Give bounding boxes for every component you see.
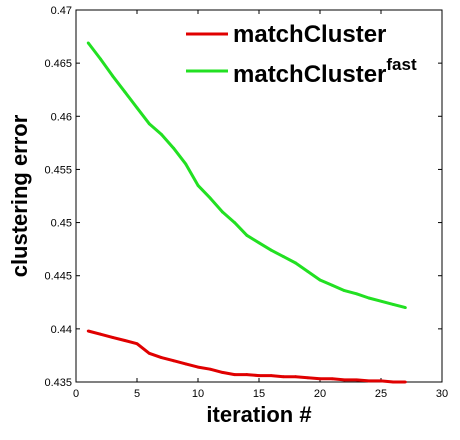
x-tick-label: 5 [134,388,140,400]
data-point [367,296,371,300]
data-point [111,74,114,78]
data-point [379,379,383,383]
data-point [294,375,297,379]
data-point [208,367,212,371]
data-point [257,374,261,378]
y-tick-label: 0.46 [51,111,72,123]
data-point [86,329,90,333]
x-tick-label: 20 [314,388,326,400]
data-point [269,374,273,378]
y-tick-label: 0.44 [51,324,72,336]
data-point [233,373,237,376]
data-point [123,90,127,94]
data-point [355,378,358,382]
data-point [147,122,151,126]
plot-area [75,9,443,383]
data-point [208,196,212,200]
y-tick-label: 0.465 [44,58,72,70]
data-point [257,241,261,245]
data-point [160,356,163,359]
x-tick-label: 0 [73,388,79,400]
data-point [111,335,114,339]
data-point [160,132,163,136]
data-point [184,362,188,366]
data-point [147,351,151,355]
data-point [306,270,310,273]
x-tick-label: 10 [192,388,204,400]
data-point [391,380,395,384]
x-tick-label: 30 [436,388,448,400]
data-point [282,255,285,258]
data-point [245,233,249,237]
data-point [330,283,334,287]
data-point [123,339,127,342]
y-tick-label: 0.445 [44,271,72,283]
y-tick-label: 0.455 [44,164,72,176]
data-point [318,278,322,282]
x-tick-label: 25 [375,388,387,400]
data-point [135,342,139,346]
data-point [294,261,297,265]
legend-label-superscript: fast [386,55,417,74]
data-point [306,376,310,380]
y-axis-label: clustering error [7,114,32,277]
data-point [367,379,371,383]
data-point [343,289,346,292]
data-point [99,57,102,61]
data-point [404,306,407,309]
data-point [172,359,176,363]
data-point [233,221,237,224]
data-point [269,248,273,252]
data-point [196,183,200,187]
y-tick-label: 0.435 [44,377,72,389]
x-tick-label: 15 [253,388,265,400]
data-point [135,106,139,110]
data-point [330,377,334,381]
data-point [404,380,407,384]
data-point [221,371,224,374]
legend-label-main: matchCluster [233,61,386,88]
data-point [391,303,395,306]
data-point [343,378,346,382]
data-point [172,146,176,150]
data-point [355,292,358,296]
legend-label-match-cluster-fast: matchClusterfast [233,55,417,88]
data-point [221,210,224,214]
y-tick-label: 0.45 [51,218,72,230]
x-axis-label: iteration # [206,402,311,427]
data-point [196,365,200,369]
data-point [184,162,188,166]
data-point [318,377,322,381]
legend: matchCluster matchClusterfast [186,21,417,88]
data-point [86,41,90,45]
legend-label-match-cluster: matchCluster [233,21,386,48]
data-point [379,299,383,303]
data-point [245,373,249,376]
y-tick-label: 0.47 [51,5,72,17]
series-lines [86,41,407,384]
data-point [99,332,102,336]
data-point [282,375,285,379]
axis-ticks: 0 5 10 15 20 25 30 0.435 0.44 0.445 0.45 0.455 0.46 0… [44,5,448,400]
